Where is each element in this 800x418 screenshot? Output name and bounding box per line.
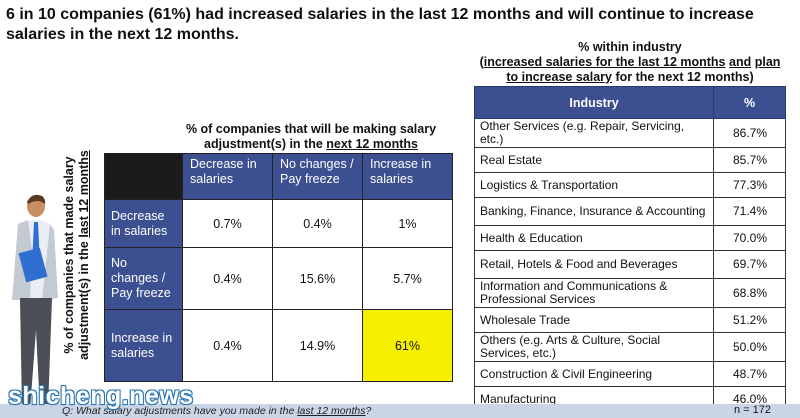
industry-pct: 50.0% [713,332,786,362]
y-axis-label: % of companies that made salary adjustme… [62,150,92,360]
industry-row: Wholesale Trade 51.2% [474,307,786,333]
salary-matrix: Decrease in salaries No changes / Pay fr… [104,153,453,382]
industry-caption-line2: (increased salaries for the last 12 mont… [474,55,786,85]
industry-row: Others (e.g. Arts & Culture, Social Serv… [474,332,786,362]
industry-name: Other Services (e.g. Repair, Servicing, … [474,118,714,148]
matrix-col-header: No changes / Pay freeze [272,153,363,200]
question-underlined: last 12 months [297,405,366,417]
industry-caption-line1: % within industry [578,40,682,54]
industry-row: Other Services (e.g. Repair, Servicing, … [474,118,786,148]
matrix-cell-highlight: 61% [362,309,453,382]
industry-pct: 68.8% [713,278,786,308]
industry-table: Industry % Other Services (e.g. Repair, … [474,86,786,412]
matrix-cell: 0.4% [182,247,273,310]
footer-band [0,404,800,418]
matrix-cell: 15.6% [272,247,363,310]
industry-header: Industry [474,86,714,119]
matrix-corner [104,153,183,200]
matrix-cell: 14.9% [272,309,363,382]
y-axis-label-underlined: last 12 months [77,150,91,238]
matrix-row-header: No changes / Pay freeze [104,247,183,310]
matrix-cell: 1% [362,199,453,248]
industry-name: Banking, Finance, Insurance & Accounting [474,197,714,226]
industry-row: Banking, Finance, Insurance & Accounting… [474,197,786,226]
industry-name: Construction & Civil Engineering [474,361,714,387]
matrix-cell: 0.4% [182,309,273,382]
industry-pct: 70.0% [713,225,786,251]
industry-name: Health & Education [474,225,714,251]
pct-header: % [713,86,786,119]
survey-question: Q: What salary adjustments have you made… [62,405,371,417]
matrix-row-header: Decrease in salaries [104,199,183,248]
caption-part-b: plan to increase salary [506,55,781,84]
caption-part-c: for the next 12 months) [611,70,754,84]
matrix-row-header: Increase in salaries [104,309,183,382]
industry-pct: 77.3% [713,172,786,198]
industry-name: Logistics & Transportation [474,172,714,198]
question-suffix: ? [365,405,372,417]
industry-table-body: Other Services (e.g. Repair, Servicing, … [474,118,786,412]
industry-name: Retail, Hotels & Food and Beverages [474,250,714,279]
matrix-col-header: Decrease in salaries [182,153,273,200]
industry-row: Logistics & Transportation 77.3% [474,172,786,198]
matrix-cell: 0.7% [182,199,273,248]
matrix-cell: 5.7% [362,247,453,310]
sample-size: n = 172 [734,404,772,416]
matrix-caption: % of companies that will be making salar… [176,122,446,152]
industry-pct: 69.7% [713,250,786,279]
matrix-cell: 0.4% [272,199,363,248]
watermark: shicheng.news [8,382,194,410]
caption-and: and [729,55,752,69]
industry-pct: 51.2% [713,307,786,333]
industry-pct: 86.7% [713,118,786,148]
industry-row: Health & Education 70.0% [474,225,786,251]
caption-paren: ( [479,55,484,69]
industry-pct: 48.7% [713,361,786,387]
industry-name: Real Estate [474,147,714,173]
industry-caption: % within industry (increased salaries fo… [474,40,786,85]
caption-part-a: increased salaries for the last 12 month… [483,55,726,69]
headline: 6 in 10 companies (61%) had increased sa… [6,6,754,43]
industry-pct: 85.7% [713,147,786,173]
industry-row: Construction & Civil Engineering 48.7% [474,361,786,387]
matrix-col-header: Increase in salaries [362,153,453,200]
industry-row: Retail, Hotels & Food and Beverages 69.7% [474,250,786,279]
industry-pct: 71.4% [713,197,786,226]
industry-name: Others (e.g. Arts & Culture, Social Serv… [474,332,714,362]
matrix-caption-underlined: next 12 months [326,137,418,151]
industry-name: Wholesale Trade [474,307,714,333]
question-text: Q: What salary adjustments have you made… [62,405,298,417]
industry-name: Information and Communications & Profess… [474,278,714,308]
industry-row: Real Estate 85.7% [474,147,786,173]
matrix-caption-text: % of companies that will be making salar… [185,122,437,151]
industry-row: Information and Communications & Profess… [474,278,786,308]
